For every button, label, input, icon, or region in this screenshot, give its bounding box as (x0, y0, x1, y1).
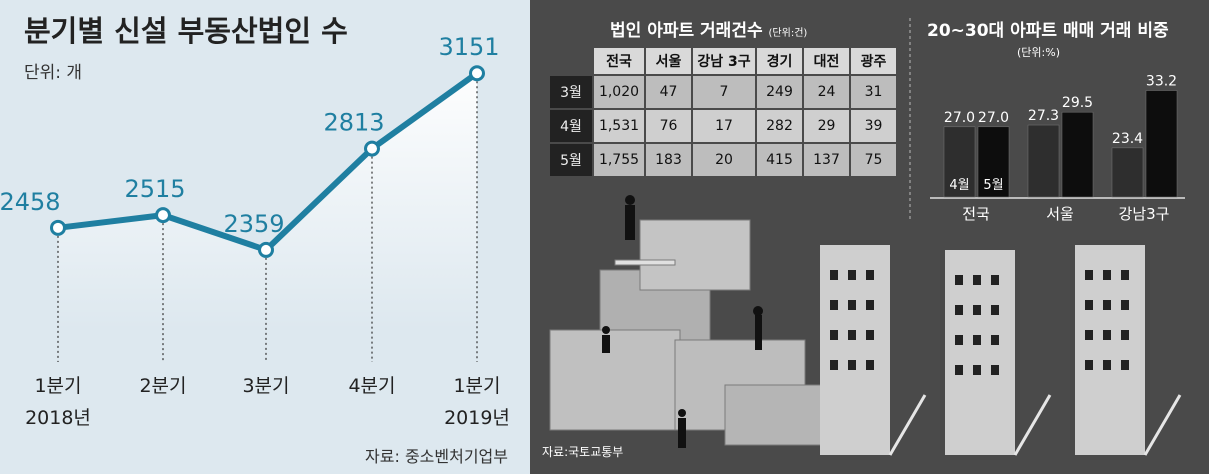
table-col-header: 강남 3구 (691, 48, 756, 75)
data-point (258, 241, 274, 258)
x-year-label: 2019년 (444, 407, 510, 429)
x-tick-label: 1분기 (453, 375, 500, 397)
table-title: 법인 아파트 거래건수 (단위:건) (610, 16, 807, 41)
table-body: 3월 1,020 47 7 249 24 31 4월 1,531 76 17 282 29 39 5월 1,7… (548, 74, 896, 176)
x-tick-label: 2분기 (139, 375, 186, 397)
table-cell: 31 (849, 74, 896, 109)
table-cell: 1,020 (592, 74, 645, 109)
bar-chart-unit: (단위:%) (1017, 46, 1060, 59)
table-unit: (단위:건) (768, 28, 808, 39)
x-tick-label: 1분기 (34, 375, 81, 397)
bar-chart-title: 20~30대 아파트 매매 거래 비중 (927, 21, 1169, 41)
left-panel: 분기별 신설 부동산법인 수 단위: 개 2458 2515 2359 2813 315… (0, 0, 530, 474)
data-label: 2458 (0, 188, 61, 216)
table-cell: 282 (755, 108, 803, 143)
table-row: 5월 1,755 183 20 415 137 75 (548, 142, 896, 176)
data-point (364, 140, 380, 157)
bar-value-label: 29.5 (1062, 95, 1093, 111)
line-chart: 2458 2515 2359 2813 3151 1분기 2018년 2분기 3분기 4분기 1분기… (0, 33, 510, 429)
line-chart-source: 자료: 중소벤처기업부 (365, 447, 508, 466)
table-cell: 249 (755, 74, 803, 109)
bar-value-label: 33.2 (1146, 74, 1177, 90)
bar-value-label: 27.3 (1028, 108, 1059, 124)
bar-4월 (1111, 147, 1144, 198)
table-row-header: 4월 (548, 108, 593, 143)
table-col-header: 전국 (592, 48, 645, 75)
bar-value-label: 27.0 (978, 110, 1009, 126)
table-cell: 47 (644, 74, 692, 109)
data-label: 2813 (323, 109, 384, 137)
x-year-label: 2018년 (25, 407, 91, 429)
bar-category-label: 강남3구 (1119, 205, 1170, 223)
table-cell: 17 (691, 108, 756, 143)
table-col-header: 광주 (849, 48, 896, 75)
apartment-buildings (820, 245, 1182, 456)
table-cell: 183 (644, 142, 692, 176)
bar-category-label: 전국 (962, 205, 990, 223)
table-cell: 7 (691, 74, 756, 109)
table-cell: 76 (644, 108, 692, 143)
bar-5월 (977, 126, 1010, 198)
table-cell: 137 (802, 142, 850, 176)
line-area-shade (58, 73, 477, 330)
bar-value-label: 23.4 (1112, 131, 1143, 147)
person-figures (602, 195, 763, 448)
data-label: 2515 (124, 175, 185, 203)
table-cell: 1,755 (592, 142, 645, 176)
series-label: 4월 (949, 178, 969, 193)
bar-value-label: 27.0 (944, 110, 975, 126)
table-cell: 29 (802, 108, 850, 143)
table-row-header: 3월 (548, 74, 593, 109)
data-label: 3151 (438, 33, 499, 61)
data-point (50, 219, 66, 236)
series-label: 5월 (983, 178, 1003, 193)
table-cell: 415 (755, 142, 803, 176)
data-point (469, 65, 485, 82)
bar-category-label: 서울 (1046, 205, 1074, 223)
table-cell: 75 (849, 142, 896, 176)
table-cell: 20 (691, 142, 756, 176)
line-chart-unit: 단위: 개 (24, 63, 83, 83)
table-row-header: 5월 (548, 142, 593, 176)
bar-baseline (930, 197, 1185, 199)
right-panel: 법인 아파트 거래건수 (단위:건) 20~30대 아파트 매매 거래 비중 (… (530, 0, 1209, 474)
x-tick-label: 4분기 (348, 375, 395, 397)
line-chart-title: 분기별 신설 부동산법인 수 (24, 14, 348, 48)
apartment-transaction-table: 전국 서울 강남 3구 경기 대전 광주 3월 1,020 47 7 249 24 31 4월 1,531… (548, 48, 896, 176)
bar-5월 (1145, 90, 1178, 198)
table-title-text: 법인 아파트 거래건수 (610, 21, 763, 41)
table-cell: 39 (849, 108, 896, 143)
right-source: 자료:국토교통부 (542, 445, 624, 459)
illustration (549, 18, 1182, 456)
table-cell: 24 (802, 74, 850, 109)
cash-stack-illustration (549, 219, 846, 446)
table-col-header: 경기 (755, 48, 803, 75)
table-cell: 1,531 (592, 108, 645, 143)
bar-5월 (1061, 111, 1094, 198)
table-col-header: 대전 (802, 48, 850, 75)
table-row: 4월 1,531 76 17 282 29 39 (548, 108, 896, 143)
data-label: 2359 (223, 210, 284, 238)
table-col-header: 서울 (644, 48, 692, 75)
x-tick-label: 3분기 (242, 375, 289, 397)
data-point (155, 207, 171, 224)
table-header-row: 전국 서울 강남 3구 경기 대전 광주 (548, 48, 896, 75)
bar-4월 (1027, 124, 1060, 198)
table-corner (548, 48, 593, 75)
table-row: 3월 1,020 47 7 249 24 31 (548, 74, 896, 109)
bar-4월 (943, 126, 976, 198)
